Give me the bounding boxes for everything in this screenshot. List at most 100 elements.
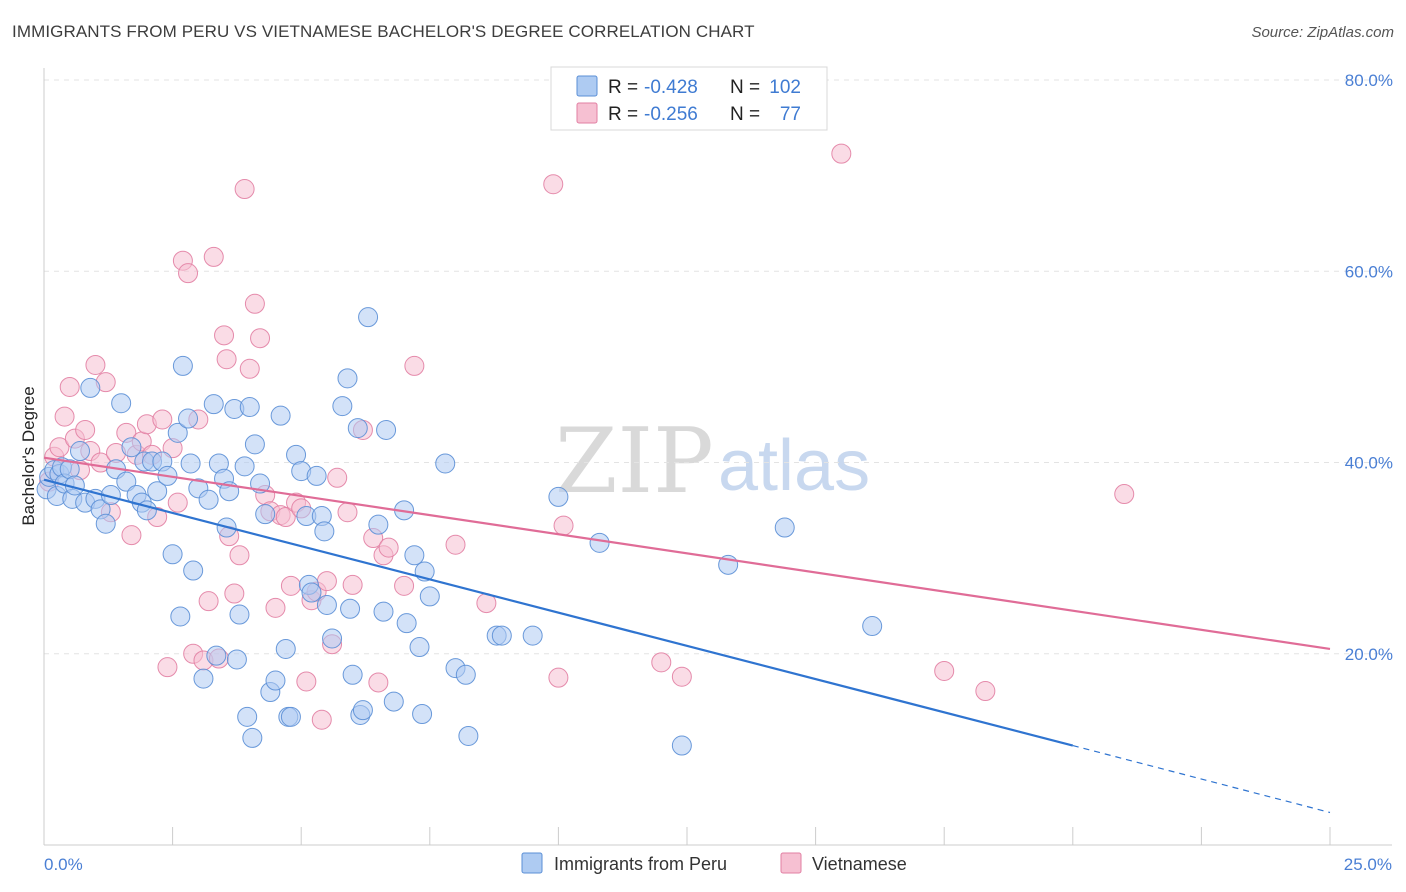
legend-swatch-peru	[576, 75, 598, 97]
watermark-zip: ZIP	[555, 409, 714, 514]
vietnamese-trend-line	[43, 456, 1331, 651]
watermark: ZIP atlas	[555, 409, 870, 514]
vietnamese-point	[296, 671, 317, 692]
peru-point	[458, 725, 479, 746]
vietnamese-point	[275, 507, 296, 528]
peru-point	[229, 604, 250, 625]
vietnamese-point	[280, 575, 301, 596]
peru-point	[95, 513, 116, 534]
peru-point	[409, 637, 430, 658]
legend-peru-r-label: R =	[608, 77, 638, 98]
peru-point	[265, 670, 286, 691]
y-axis-label: Bachelor's Degree	[19, 386, 38, 525]
peru-point	[111, 393, 132, 414]
peru-trend-line	[43, 478, 1074, 747]
peru-point	[167, 422, 188, 443]
peru-point	[234, 456, 255, 477]
peru-point	[255, 504, 276, 525]
peru-point	[352, 700, 373, 721]
legend-peru-n-label: N =	[730, 77, 760, 98]
y-tick-label: 80.0%	[1345, 71, 1393, 90]
vietnamese-point	[178, 263, 199, 284]
vietnamese-point	[342, 574, 363, 595]
peru-point	[522, 625, 543, 646]
legend-viet-r-label: R =	[608, 104, 638, 125]
vietnamese-point	[229, 545, 250, 566]
trend-lines	[43, 456, 1331, 814]
peru-point	[170, 606, 191, 627]
legend-swatch-vietnamese	[576, 102, 598, 124]
peru-point	[147, 481, 168, 502]
peru-point	[270, 405, 291, 426]
peru-point	[412, 703, 433, 724]
vietnamese-point	[59, 376, 80, 397]
peru-point	[491, 625, 512, 646]
legend-viet-r-value: -0.256	[644, 104, 698, 125]
peru-point	[774, 517, 795, 538]
chart-title: IMMIGRANTS FROM PERU VS VIETNAMESE BACHE…	[12, 22, 755, 41]
bottom-legend-label-vietnamese: Vietnamese	[812, 854, 907, 874]
peru-point	[80, 377, 101, 398]
correlation-legend: R = -0.428 N = 102 R = -0.256 N = 77	[550, 66, 828, 131]
peru-point	[306, 465, 327, 486]
peru-point	[314, 521, 335, 542]
vietnamese-point	[337, 502, 358, 523]
vietnamese-point	[214, 325, 235, 346]
legend-peru-r-value: -0.428	[644, 77, 698, 98]
vietnamese-point	[378, 537, 399, 558]
x-tick-label-min: 0.0%	[44, 855, 83, 874]
vietnamese-point	[553, 515, 574, 536]
peru-point	[373, 601, 394, 622]
series-legend: Immigrants from Peru Vietnamese	[521, 852, 907, 874]
peru-point	[340, 598, 361, 619]
vietnamese-point	[75, 419, 96, 440]
peru-point	[275, 638, 296, 659]
peru-point	[193, 668, 214, 689]
peru-point	[280, 706, 301, 727]
peru-point	[183, 560, 204, 581]
peru-point	[178, 408, 199, 429]
vietnamese-point	[224, 583, 245, 604]
peru-point	[332, 396, 353, 417]
peru-point	[589, 532, 610, 553]
peru-point	[337, 368, 358, 389]
peru-point	[226, 649, 247, 670]
bottom-legend-swatch-peru	[521, 852, 543, 874]
peru-point	[172, 355, 193, 376]
peru-point	[419, 586, 440, 607]
vietnamese-point	[216, 349, 237, 370]
axes	[43, 68, 1392, 846]
peru-point	[435, 453, 456, 474]
series-peru-points	[36, 307, 883, 756]
peru-point	[198, 489, 219, 510]
vietnamese-point	[934, 660, 955, 681]
y-tick-label: 40.0%	[1345, 454, 1393, 473]
bottom-legend-swatch-vietnamese	[780, 852, 802, 874]
peru-point	[239, 397, 260, 418]
vietnamese-point	[548, 667, 569, 688]
vietnamese-point	[316, 571, 337, 592]
vietnamese-point	[203, 246, 224, 267]
vietnamese-point	[85, 354, 106, 375]
peru-point	[383, 691, 404, 712]
vietnamese-point	[152, 409, 173, 430]
vietnamese-point	[1114, 484, 1135, 505]
vietnamese-point	[244, 293, 265, 314]
peru-point	[206, 645, 227, 666]
chart-source: Source: ZipAtlas.com	[1251, 24, 1394, 41]
peru-point	[70, 441, 91, 462]
peru-point	[316, 594, 337, 615]
y-tick-label: 20.0%	[1345, 645, 1393, 664]
legend-viet-n-value: 77	[780, 104, 801, 125]
vietnamese-point	[234, 179, 255, 200]
vietnamese-point	[49, 437, 70, 458]
peru-point	[242, 727, 263, 748]
vietnamese-point	[198, 591, 219, 612]
vietnamese-point	[543, 174, 564, 195]
peru-point	[203, 394, 224, 415]
vietnamese-point	[167, 492, 188, 513]
vietnamese-point	[311, 709, 332, 730]
vietnamese-point	[404, 355, 425, 376]
peru-point	[404, 545, 425, 566]
